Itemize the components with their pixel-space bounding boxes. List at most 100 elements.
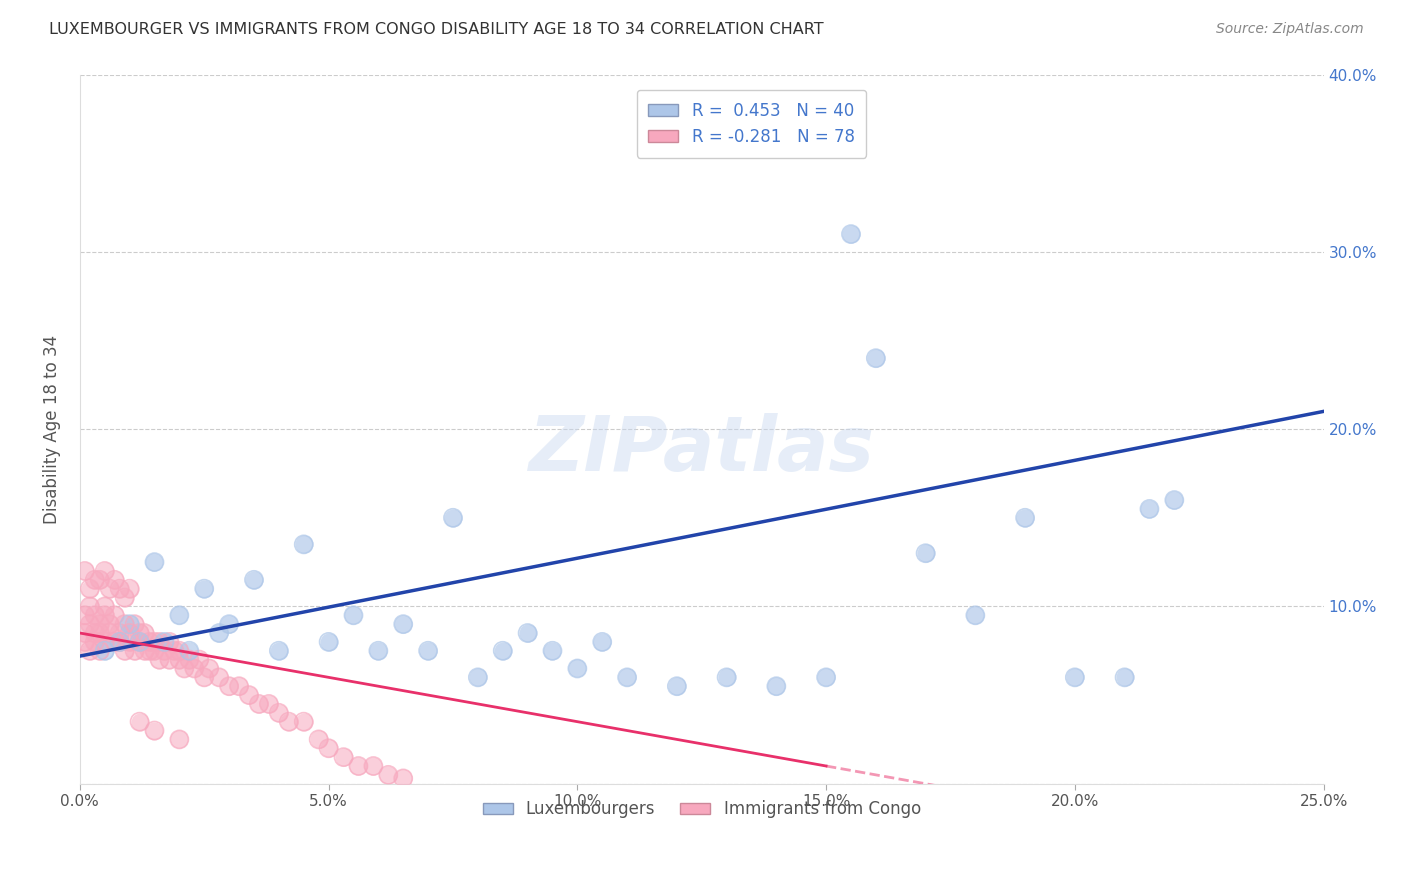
Point — [163, 644, 186, 658]
Y-axis label: Disability Age 18 to 34: Disability Age 18 to 34 — [44, 334, 60, 524]
Text: Source: ZipAtlas.com: Source: ZipAtlas.com — [1216, 22, 1364, 37]
Point — [169, 644, 191, 658]
Point — [392, 772, 415, 786]
Point — [83, 573, 105, 587]
Point — [153, 635, 176, 649]
Point — [143, 555, 166, 569]
Point — [292, 714, 315, 729]
Point — [108, 635, 131, 649]
Point — [114, 644, 136, 658]
Point — [179, 652, 201, 666]
Point — [914, 546, 936, 560]
Point — [392, 772, 415, 786]
Point — [267, 706, 290, 720]
Point — [83, 635, 105, 649]
Point — [169, 608, 191, 623]
Point — [467, 670, 489, 684]
Point — [83, 608, 105, 623]
Point — [128, 635, 150, 649]
Point — [114, 617, 136, 632]
Point — [98, 582, 121, 596]
Point — [567, 661, 589, 675]
Point — [143, 635, 166, 649]
Point — [416, 644, 439, 658]
Point — [318, 635, 340, 649]
Point — [157, 652, 180, 666]
Point — [218, 617, 240, 632]
Point — [169, 732, 191, 747]
Point — [1163, 493, 1185, 508]
Point — [839, 227, 862, 241]
Point — [1114, 670, 1136, 684]
Point — [73, 608, 96, 623]
Point — [118, 582, 141, 596]
Point — [143, 644, 166, 658]
Point — [128, 714, 150, 729]
Point — [1139, 502, 1161, 516]
Point — [1014, 510, 1036, 524]
Point — [292, 537, 315, 551]
Point — [143, 644, 166, 658]
Point — [114, 617, 136, 632]
Point — [308, 732, 330, 747]
Point — [169, 644, 191, 658]
Point — [108, 635, 131, 649]
Point — [492, 644, 515, 658]
Point — [79, 599, 101, 614]
Point — [243, 573, 266, 587]
Point — [128, 635, 150, 649]
Point — [104, 635, 127, 649]
Point — [277, 714, 299, 729]
Point — [492, 644, 515, 658]
Point — [169, 652, 191, 666]
Point — [134, 626, 156, 640]
Point — [342, 608, 364, 623]
Point — [188, 652, 211, 666]
Point — [277, 714, 299, 729]
Point — [238, 688, 260, 702]
Point — [79, 599, 101, 614]
Point — [93, 599, 115, 614]
Point — [238, 688, 260, 702]
Point — [516, 626, 538, 640]
Point — [193, 670, 215, 684]
Point — [157, 652, 180, 666]
Point — [79, 644, 101, 658]
Point — [148, 652, 170, 666]
Point — [193, 670, 215, 684]
Point — [367, 644, 389, 658]
Point — [157, 635, 180, 649]
Point — [138, 635, 160, 649]
Point — [169, 732, 191, 747]
Point — [865, 351, 887, 366]
Point — [153, 644, 176, 658]
Point — [342, 608, 364, 623]
Point — [267, 644, 290, 658]
Point — [148, 635, 170, 649]
Point — [98, 626, 121, 640]
Point — [616, 670, 638, 684]
Point — [128, 626, 150, 640]
Point — [93, 644, 115, 658]
Point — [89, 644, 111, 658]
Point — [89, 573, 111, 587]
Point — [332, 750, 354, 764]
Point — [124, 617, 146, 632]
Point — [218, 617, 240, 632]
Point — [93, 644, 115, 658]
Point — [247, 697, 270, 711]
Point — [247, 697, 270, 711]
Point — [228, 679, 250, 693]
Point — [179, 644, 201, 658]
Point — [143, 555, 166, 569]
Point — [143, 635, 166, 649]
Point — [89, 617, 111, 632]
Point — [93, 635, 115, 649]
Point — [467, 670, 489, 684]
Point — [138, 644, 160, 658]
Point — [416, 644, 439, 658]
Point — [716, 670, 738, 684]
Point — [157, 635, 180, 649]
Point — [128, 635, 150, 649]
Point — [134, 644, 156, 658]
